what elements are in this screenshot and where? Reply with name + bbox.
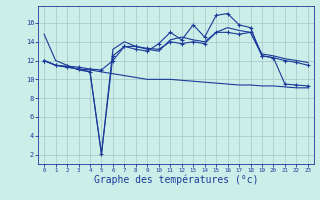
- X-axis label: Graphe des températures (°c): Graphe des températures (°c): [94, 175, 258, 185]
